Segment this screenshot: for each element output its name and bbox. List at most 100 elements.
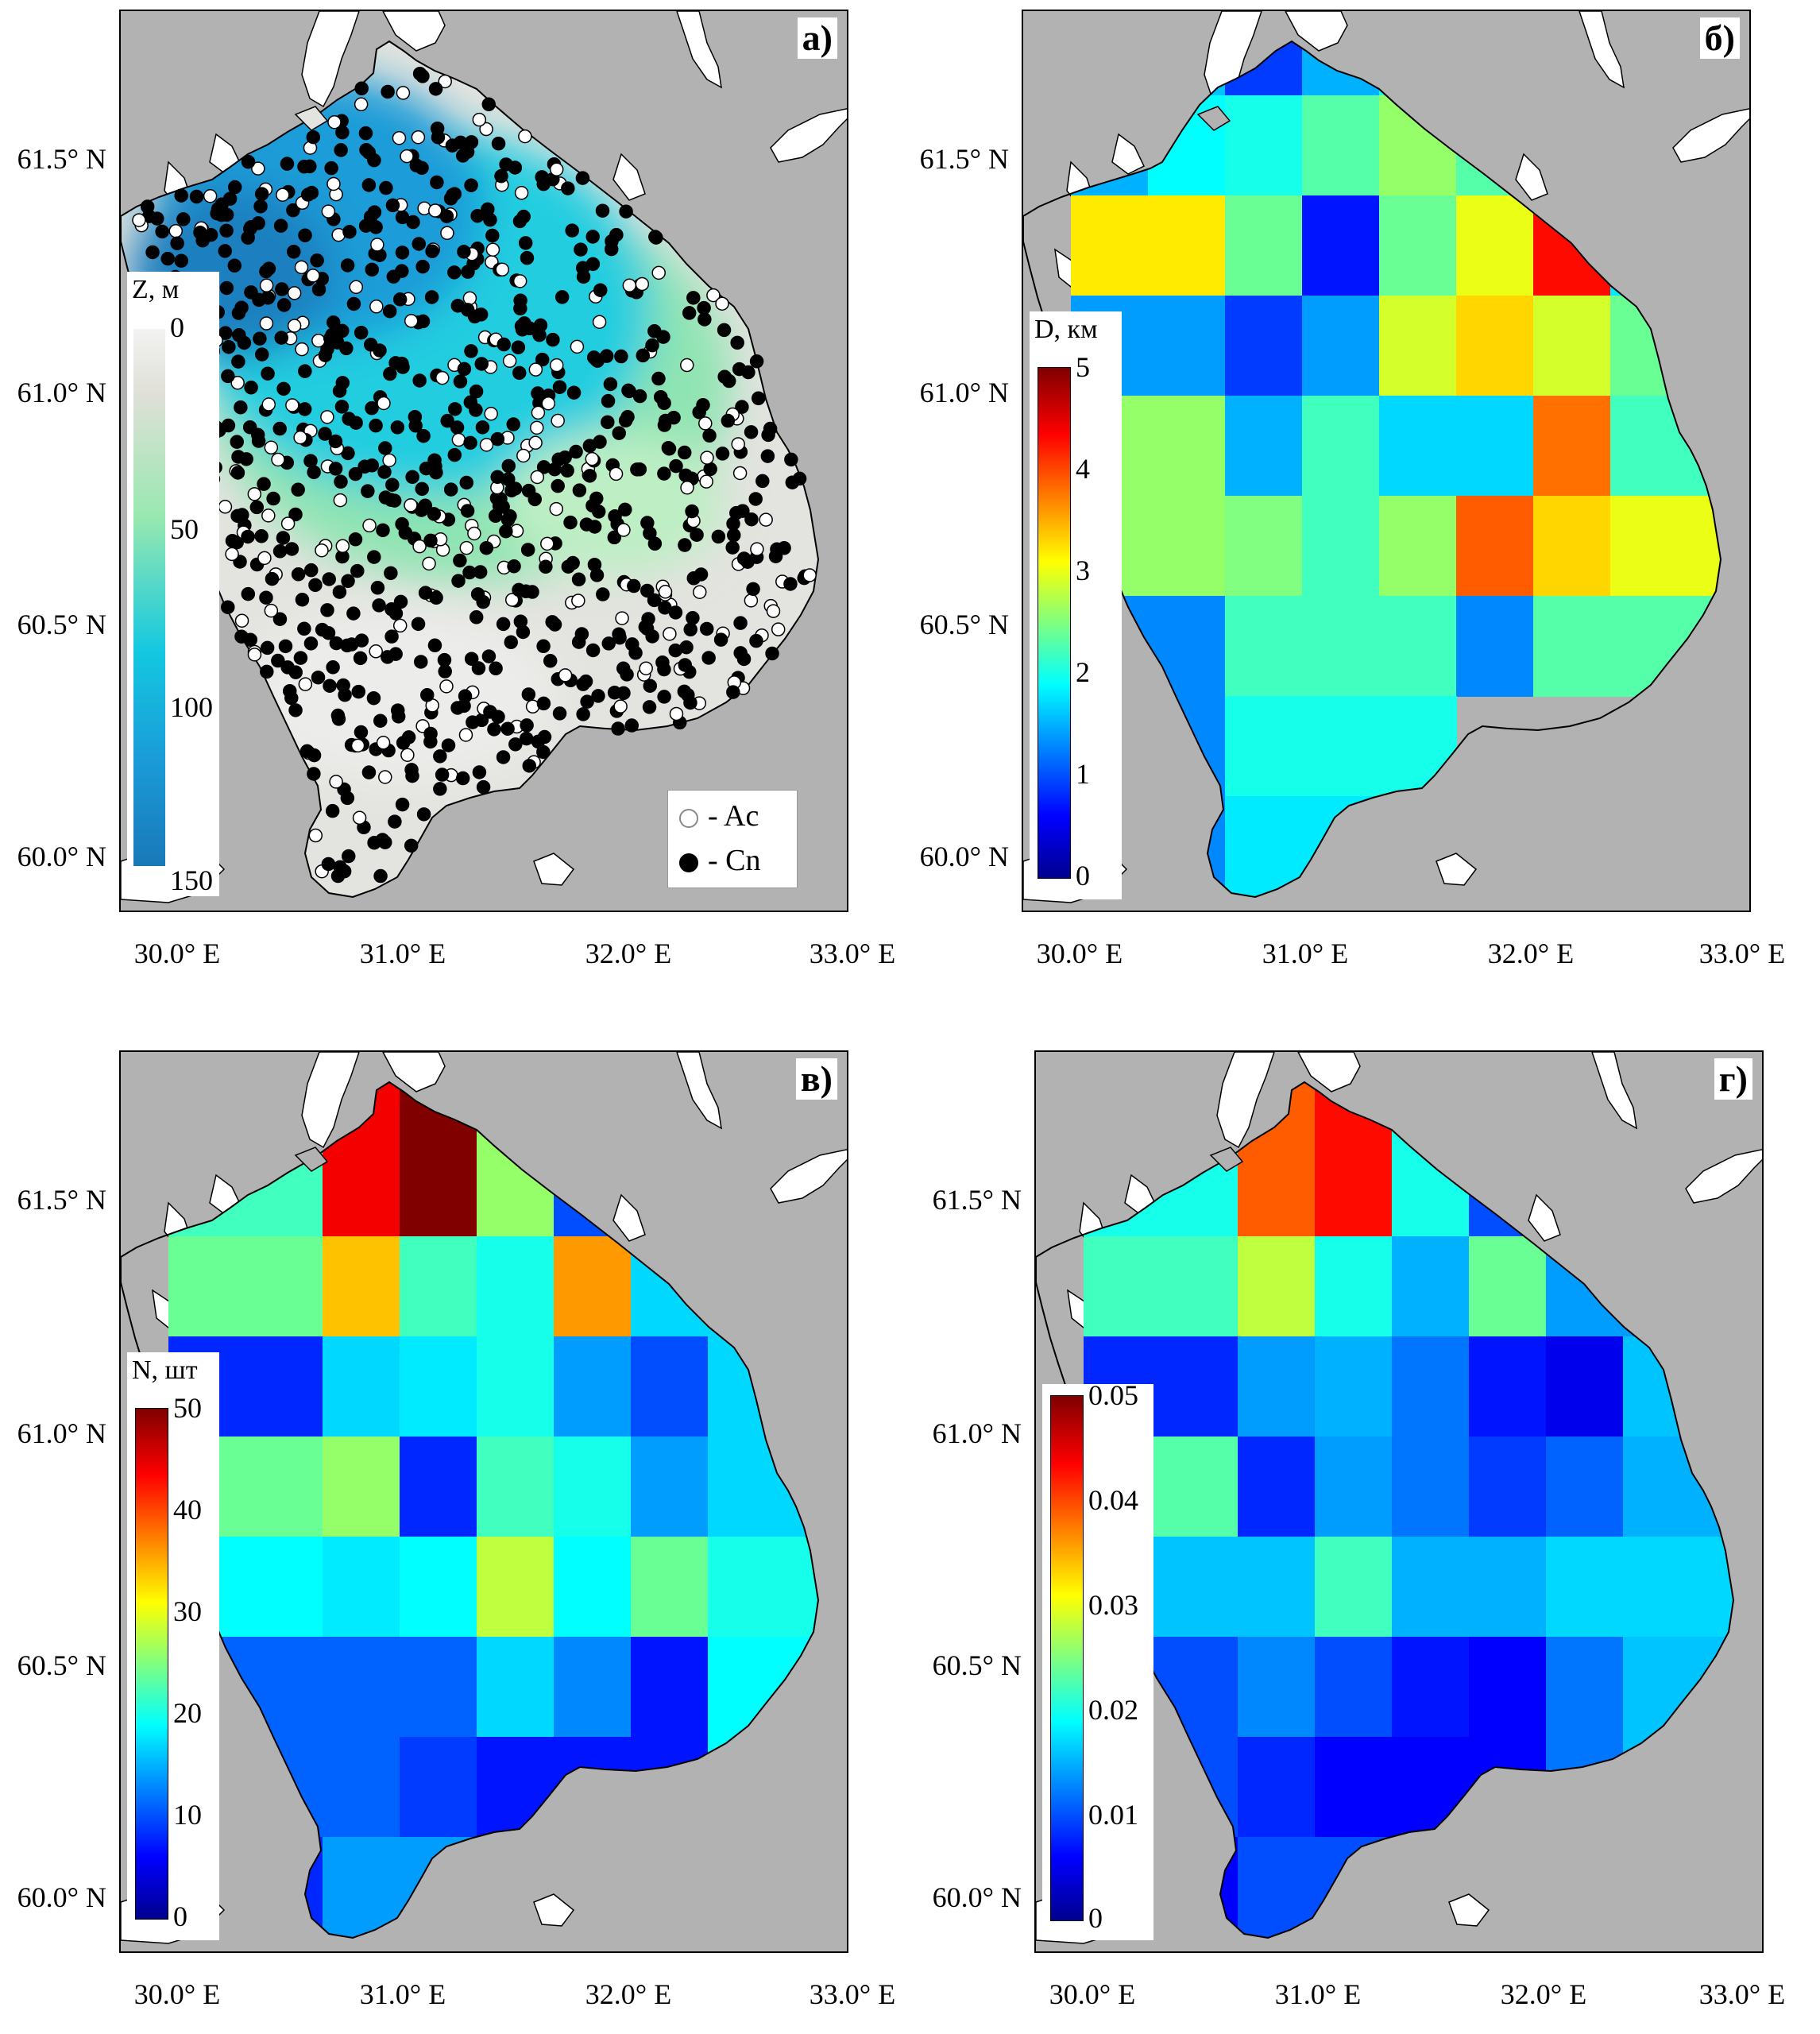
grid-cell — [1623, 1737, 1701, 1838]
station-cn — [305, 187, 318, 199]
station-ac — [617, 524, 630, 536]
grid-cell — [1071, 195, 1149, 296]
station-cn — [234, 401, 247, 414]
grid-cell — [1315, 1537, 1393, 1638]
grid-cell — [400, 1637, 477, 1738]
station-cn — [778, 542, 790, 555]
station-cn — [265, 573, 278, 586]
station-cn — [376, 833, 388, 846]
colorbar-distance: D, км 0 1 2 3 4 5 — [1030, 311, 1122, 899]
station-cn — [254, 200, 267, 213]
station-ac — [371, 238, 384, 251]
grid-cell — [1392, 1336, 1470, 1437]
station-ac — [322, 205, 334, 218]
station-cn — [531, 387, 544, 400]
station-cn — [731, 336, 744, 349]
grid-cell — [1687, 296, 1751, 396]
grid-cell — [1456, 296, 1534, 396]
lat-label: 60.5° N — [0, 1649, 106, 1681]
station-cn — [718, 323, 731, 336]
grid-cell — [323, 1437, 400, 1537]
grid-cell — [631, 1437, 709, 1537]
station-ac — [670, 707, 682, 720]
grid-cell — [1546, 1437, 1624, 1537]
station-ac — [744, 594, 757, 607]
station-cn — [240, 453, 253, 466]
grid-cell — [1392, 1236, 1470, 1337]
station-cn — [228, 259, 241, 272]
station-cn — [244, 222, 257, 235]
station-cn — [231, 466, 244, 479]
grid-cell — [1148, 396, 1226, 497]
colorbar-tick: 30 — [173, 1595, 202, 1627]
grid-cell — [1238, 1437, 1316, 1537]
colorbar-tick: 150 — [170, 864, 213, 896]
station-cn — [469, 310, 481, 323]
station-cn — [349, 533, 361, 546]
grid-cell — [1225, 596, 1303, 697]
station-cn — [548, 463, 561, 476]
station-cn — [495, 170, 508, 183]
station-cn — [784, 578, 797, 590]
station-cn — [434, 750, 446, 763]
station-ac — [529, 436, 542, 449]
station-cn — [275, 331, 288, 344]
station-cn — [701, 622, 713, 635]
station-cn — [338, 865, 351, 878]
station-cn — [520, 237, 532, 249]
station-cn — [594, 284, 607, 296]
grid-cell — [1623, 1537, 1701, 1638]
station-cn — [355, 82, 368, 95]
station-cn — [537, 697, 550, 710]
station-cn — [323, 573, 335, 586]
station-cn — [175, 189, 187, 202]
station-cn — [308, 749, 321, 762]
station-cn — [409, 420, 422, 432]
grid-cell — [1392, 1737, 1470, 1838]
station-cn — [466, 652, 478, 665]
station-cn — [354, 726, 367, 739]
station-ac — [700, 475, 713, 488]
station-cn — [280, 157, 293, 170]
grid-cell — [1469, 1052, 1547, 1137]
station-ac — [262, 509, 275, 522]
station-cn — [794, 472, 806, 485]
station-cn — [741, 555, 754, 568]
station-ac — [401, 748, 414, 761]
grid-cell — [1238, 1236, 1316, 1337]
station-cn — [396, 246, 408, 259]
station-cn — [360, 144, 373, 157]
station-cn — [785, 453, 798, 466]
station-cn — [342, 259, 354, 272]
grid-cell — [1161, 1537, 1238, 1638]
station-ac — [803, 569, 816, 582]
station-ac — [288, 287, 301, 300]
station-cn — [588, 351, 601, 364]
grid-cell — [1315, 1136, 1393, 1237]
station-ac — [652, 266, 665, 279]
station-cn — [242, 156, 255, 168]
station-cn — [330, 462, 342, 475]
station-cn — [238, 336, 250, 349]
station-cn — [368, 551, 381, 563]
grid-cell — [323, 1537, 400, 1638]
station-ac — [307, 269, 319, 282]
station-cn — [678, 539, 691, 551]
station-cn — [438, 654, 450, 667]
grid-cell — [1700, 1637, 1764, 1738]
station-cn — [415, 655, 427, 668]
station-cn — [305, 564, 318, 577]
station-cn — [389, 648, 402, 660]
station-cn — [686, 505, 698, 518]
station-ac — [261, 279, 273, 292]
colorbar-gradient — [1050, 1395, 1084, 1921]
grid-cell — [708, 1336, 786, 1437]
station-cn — [436, 768, 449, 781]
station-ac — [423, 557, 435, 570]
grid-cell — [1469, 1437, 1547, 1537]
colorbar-depth: Z, м 0 50 100 150 — [127, 272, 219, 896]
grid-cell — [1687, 396, 1751, 497]
colorbar-tick: 3 — [1076, 555, 1090, 586]
station-cn — [678, 659, 691, 671]
station-cn — [274, 545, 287, 558]
